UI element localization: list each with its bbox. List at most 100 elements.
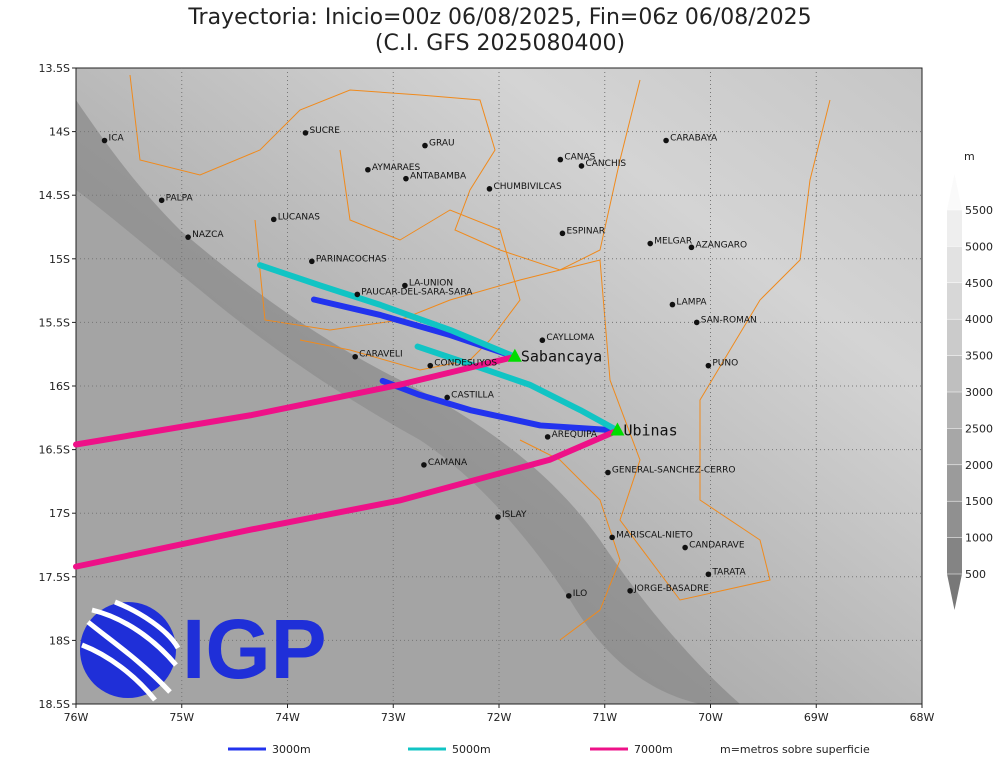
place-label: LA-UNION: [409, 279, 453, 289]
place-label: AREQUIPA: [552, 430, 598, 440]
place-label: SUCRE: [309, 126, 340, 136]
place-marker: [693, 319, 700, 326]
place-marker: [609, 534, 615, 541]
place-label: CARABAYA: [670, 134, 718, 144]
volcano-label: Ubinas: [623, 422, 677, 440]
logo-text: IGP: [182, 602, 327, 696]
place-marker: [403, 175, 409, 182]
place-label: CARAVELI: [359, 350, 402, 360]
place-marker: [544, 434, 551, 440]
colorbar-band: [947, 282, 962, 320]
place-marker: [578, 163, 585, 169]
place-marker: [705, 362, 712, 369]
colorbar-end: [947, 174, 962, 210]
y-tick-label: 14S: [49, 126, 70, 139]
title: Trayectoria: Inicio=00z 06/08/2025, Fin=…: [187, 5, 811, 30]
place-marker: [354, 291, 361, 298]
logo-stripes: [81, 599, 181, 702]
colorbar-label: 500: [965, 568, 986, 581]
coastal-lowland: [76, 100, 740, 704]
logo: IGP: [80, 599, 327, 702]
trajectory: [73, 427, 621, 570]
place-marker: [486, 186, 493, 192]
volcano-marker: [507, 348, 522, 362]
place-marker: [427, 362, 434, 369]
boundary: [299, 149, 521, 371]
place-marker: [352, 353, 358, 360]
place-marker: [539, 337, 546, 344]
place-marker: [559, 230, 566, 237]
place-label: PALPA: [166, 193, 194, 203]
place-marker: [705, 571, 712, 578]
place-marker: [365, 166, 371, 173]
colorbar-band: [947, 428, 962, 465]
x-tick-label: 70W: [698, 711, 723, 724]
place-marker: [421, 462, 427, 468]
x-tick-label: 71W: [592, 711, 617, 724]
place-label: PAUCAR-DEL-SARA-SARA: [361, 287, 473, 297]
x-tick-label: 68W: [910, 711, 935, 724]
place-marker: [605, 469, 611, 476]
colorbar: 500 1000 1500 2000 2500 3000 3500 4000 4500 5000 5…: [947, 150, 993, 610]
place-label: CANCHIS: [585, 159, 626, 169]
x-tick-label: 75W: [169, 711, 194, 724]
legend-label: 5000m: [452, 743, 491, 756]
colorbar-unit: m: [964, 150, 975, 163]
place-label: CAYLLOMA: [546, 333, 595, 343]
place-marker: [627, 587, 633, 594]
place-label: ISLAY: [502, 510, 527, 520]
place-label: CANDARAVE: [689, 541, 745, 551]
place-marker: [158, 197, 165, 204]
x-tick-label: 73W: [381, 711, 406, 724]
boundary: [129, 74, 641, 271]
place-label: AZANGARO: [695, 240, 747, 250]
place-marker: [270, 216, 277, 223]
place-label: LUCANAS: [278, 212, 320, 222]
legend-label: 3000m: [272, 743, 311, 756]
place-label: PUNO: [712, 359, 738, 369]
x-tick-label: 72W: [487, 711, 512, 724]
place-label: GENERAL-SANCHEZ-CERRO: [612, 465, 736, 475]
colorbar-band: [947, 355, 962, 392]
volcano-label: Sabancaya: [521, 348, 602, 366]
colorbar-label: 1500: [965, 495, 993, 508]
x-tick-label: 76W: [64, 711, 89, 724]
trajectory: [379, 377, 621, 434]
place-label: PARINACOCHAS: [316, 254, 387, 264]
place-label: LAMPA: [676, 298, 707, 308]
place-marker: [682, 544, 688, 551]
place-marker: [669, 301, 676, 308]
place-marker: [309, 258, 315, 265]
place-marker: [101, 137, 108, 144]
ocean: [76, 190, 700, 704]
place-label: JORGE-BASADRE: [633, 584, 709, 594]
place-marker: [444, 394, 450, 401]
colorbar-label: 5000: [965, 240, 993, 253]
colorbar-band: [947, 464, 962, 502]
place-label: SAN-ROMAN: [701, 315, 757, 325]
y-tick-label: 15S: [49, 253, 70, 266]
colorbar-band: [947, 537, 962, 574]
trajectory: [414, 343, 621, 434]
place-label: MELGAR: [654, 237, 692, 247]
y-tick-label: 16S: [49, 380, 70, 393]
colorbar-band: [947, 319, 962, 356]
place-marker: [647, 240, 654, 247]
y-tick-label: 16.5S: [39, 444, 70, 457]
volcano-marker: [610, 422, 625, 436]
colorbar-band: [947, 210, 962, 247]
x-tick-label: 74W: [275, 711, 300, 724]
place-label: MARISCAL-NIETO: [616, 530, 693, 540]
colorbar-label: 1000: [965, 532, 993, 545]
colorbar-end: [947, 574, 962, 610]
y-tick-label: 18.5S: [39, 698, 70, 711]
colorbar-label: 4000: [965, 313, 993, 326]
place-marker: [557, 156, 564, 163]
place-label: CONDESUYOS: [434, 359, 497, 369]
place-marker: [495, 514, 501, 520]
colorbar-band: [947, 246, 962, 283]
place-label: CASTILLA: [451, 390, 495, 400]
place-marker: [302, 130, 309, 136]
y-tick-label: 14.5S: [39, 189, 70, 202]
